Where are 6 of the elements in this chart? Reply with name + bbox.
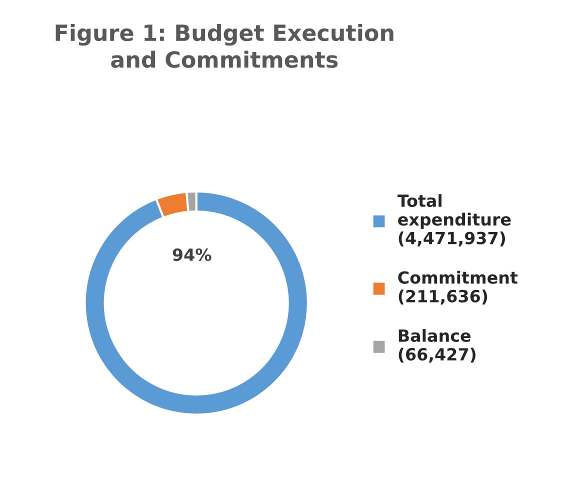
legend-label: Balance (66,427) bbox=[398, 329, 476, 363]
legend-label: Commitment (211,636) bbox=[398, 270, 518, 305]
chart-title: Figure 1: Budget Execution and Commitments bbox=[56, 24, 394, 68]
legend-label: Total expenditure (4,471,937) bbox=[397, 194, 511, 246]
text: 94% bbox=[172, 248, 212, 261]
donut-slice bbox=[84, 190, 309, 416]
